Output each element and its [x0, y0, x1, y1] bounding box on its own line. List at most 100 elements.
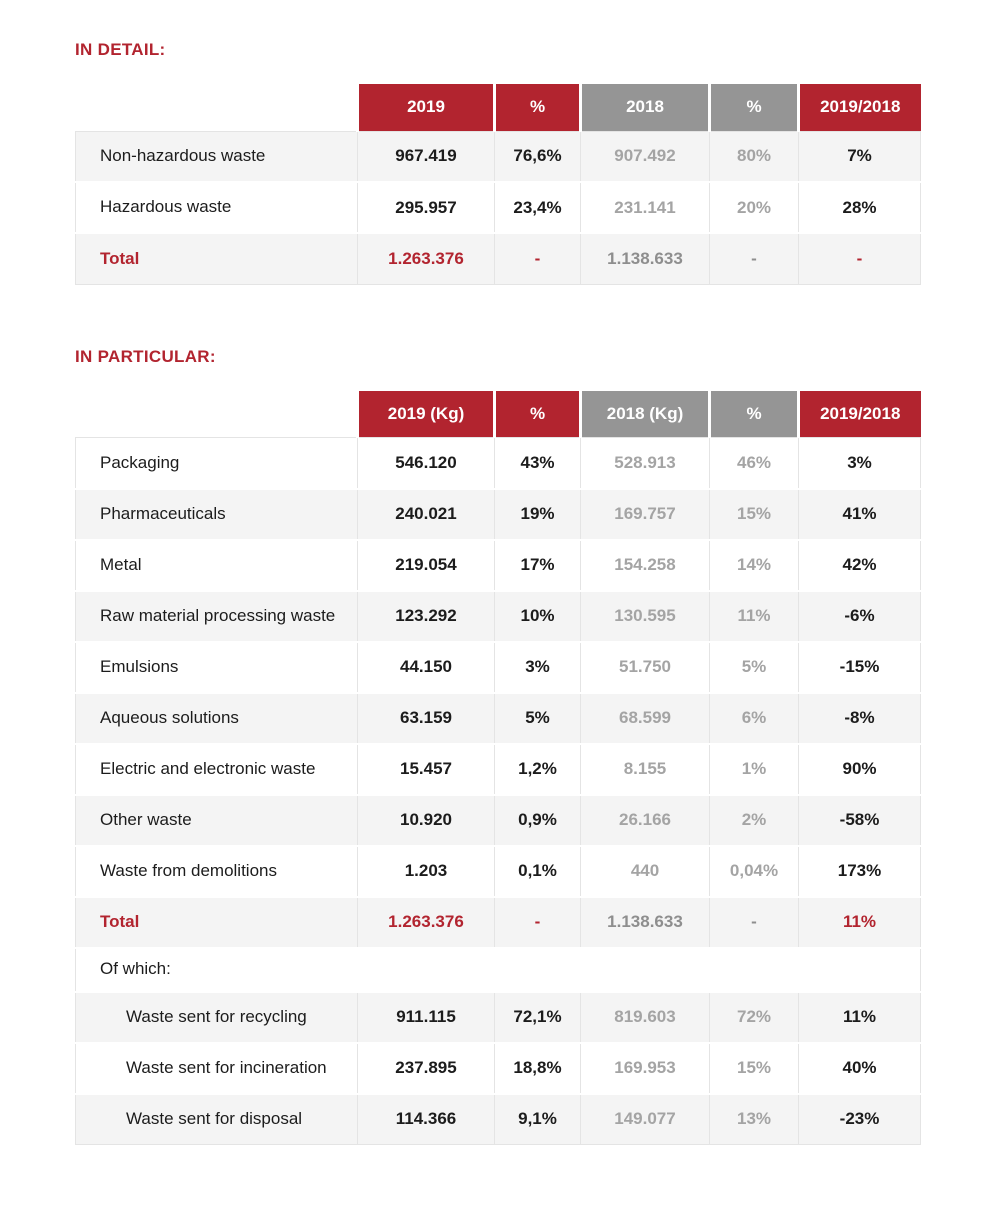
value-cell: 20%: [709, 182, 799, 234]
row-label: Aqueous solutions: [75, 692, 358, 745]
row-label: Other waste: [75, 794, 358, 847]
row-label: Metal: [75, 539, 358, 592]
table-row: Other waste 10.920 0,9% 26.166 2% -58%: [75, 794, 921, 847]
table-row: Waste sent for recycling 911.115 72,1% 819.…: [75, 991, 921, 1044]
value-cell: 68.599: [580, 692, 710, 745]
header-spacer-cell: [76, 391, 358, 438]
value-cell: 440: [580, 845, 710, 898]
table-row: Hazardous waste 295.957 23,4% 231.141 20% 28%: [75, 182, 921, 234]
column-header: 2019/2018: [797, 390, 921, 438]
value-cell: -58%: [798, 794, 921, 847]
value-cell: 911.115: [357, 991, 495, 1044]
value-cell: 72%: [709, 991, 799, 1044]
value-cell: 8.155: [580, 743, 710, 796]
value-cell: 1,2%: [494, 743, 581, 796]
value-cell: -: [494, 896, 581, 949]
value-cell: 10%: [494, 590, 581, 643]
value-cell: 72,1%: [494, 991, 581, 1044]
header-row: 2019 (Kg)% 2018 (Kg)% 2019/2018: [76, 390, 921, 438]
section-heading-in-detail: IN DETAIL:: [75, 40, 166, 59]
value-cell: 80%: [709, 130, 799, 183]
row-label: Pharmaceuticals: [75, 488, 358, 541]
table-row: Emulsions 44.150 3% 51.750 5% -15%: [75, 641, 921, 694]
value-cell: 15%: [709, 488, 799, 541]
value-cell: 154.258: [580, 539, 710, 592]
value-cell: 17%: [494, 539, 581, 592]
row-label: Waste sent for recycling: [75, 991, 358, 1044]
table-row: Waste sent for disposal 114.366 9,1% 149.07…: [75, 1093, 921, 1145]
row-label: Waste sent for incineration: [75, 1042, 358, 1095]
table-row: Total 1.263.376-1.138.633- -: [75, 233, 921, 285]
value-cell: 169.757: [580, 488, 710, 541]
row-label: Total: [75, 233, 358, 285]
value-cell: 819.603: [580, 991, 710, 1044]
value-cell: 6%: [709, 692, 799, 745]
table-row: Metal 219.054 17% 154.258 14% 42%: [75, 539, 921, 592]
value-cell: 63.159: [357, 692, 495, 745]
value-cell: 5%: [709, 641, 799, 694]
table-row: Waste from demolitions 1.203 0,1% 440 0,04% 1…: [75, 845, 921, 898]
value-cell: 28%: [798, 182, 921, 234]
column-header: 2018: [579, 84, 710, 131]
value-cell: 546.120: [357, 437, 495, 490]
value-cell: 295.957: [357, 182, 495, 234]
column-header: %: [493, 84, 581, 131]
value-cell: -: [798, 233, 921, 285]
value-cell: 46%: [709, 437, 799, 490]
value-cell: 51.750: [580, 641, 710, 694]
value-cell: 3%: [798, 437, 921, 490]
value-cell: -: [709, 896, 799, 949]
value-cell: 11%: [709, 590, 799, 643]
value-cell: 169.953: [580, 1042, 710, 1095]
value-cell: 26.166: [580, 794, 710, 847]
value-cell: 114.366: [357, 1093, 495, 1145]
value-cell: 2%: [709, 794, 799, 847]
section-heading-in-particular: IN PARTICULAR:: [75, 346, 216, 366]
value-cell: 1.263.376: [357, 896, 495, 949]
table-row: Total 1.263.376-1.138.633-11%: [75, 896, 921, 949]
value-cell: 240.021: [357, 488, 495, 541]
section-in-detail: IN DETAIL: 2019% 2018% 2019/2018 Non-hazard…: [75, 40, 1000, 285]
value-cell: -: [494, 233, 581, 285]
value-cell: 237.895: [357, 1042, 495, 1095]
header-row: 2019% 2018% 2019/2018: [76, 84, 921, 131]
column-header: %: [708, 84, 799, 131]
value-cell: 0,04%: [709, 845, 799, 898]
report-page: IN DETAIL: 2019% 2018% 2019/2018 Non-hazard…: [75, 40, 1000, 1145]
row-label: Emulsions: [75, 641, 358, 694]
value-cell: 1%: [709, 743, 799, 796]
value-cell: 231.141: [580, 182, 710, 234]
table-row: Electric and electronic waste 15.457 1,2% 8…: [75, 743, 921, 796]
value-cell: -6%: [798, 590, 921, 643]
value-cell: 173%: [798, 845, 921, 898]
value-cell: 14%: [709, 539, 799, 592]
value-cell: 76,6%: [494, 130, 581, 183]
value-cell: -15%: [798, 641, 921, 694]
value-cell: 1.263.376: [357, 233, 495, 285]
value-cell: 1.138.633: [580, 896, 710, 949]
value-cell: 907.492: [580, 130, 710, 183]
column-header: 2018 (Kg): [579, 390, 710, 438]
value-cell: 41%: [798, 488, 921, 541]
waste-breakdown-table: 2019 (Kg)% 2018 (Kg)% 2019/2018 Packaging 54…: [75, 390, 921, 1145]
value-cell: 42%: [798, 539, 921, 592]
value-cell: 15%: [709, 1042, 799, 1095]
table-row: Packaging 546.120 43% 528.913 46% 3%: [75, 437, 921, 490]
value-cell: 219.054: [357, 539, 495, 592]
value-cell: 0,9%: [494, 794, 581, 847]
value-cell: 5%: [494, 692, 581, 745]
row-label: Hazardous waste: [75, 182, 358, 234]
value-cell: 149.077: [580, 1093, 710, 1145]
table-row: Aqueous solutions 63.159 5% 68.599 6% -8%: [75, 692, 921, 745]
value-cell: 44.150: [357, 641, 495, 694]
column-header: %: [493, 390, 581, 438]
value-cell: 7%: [798, 130, 921, 183]
header-spacer-cell: [76, 84, 358, 131]
row-label: Of which:: [75, 947, 921, 993]
value-cell: 1.203: [357, 845, 495, 898]
row-label: Waste from demolitions: [75, 845, 358, 898]
value-cell: 10.920: [357, 794, 495, 847]
value-cell: 3%: [494, 641, 581, 694]
value-cell: 11%: [798, 896, 921, 949]
column-header: 2019: [356, 84, 495, 131]
